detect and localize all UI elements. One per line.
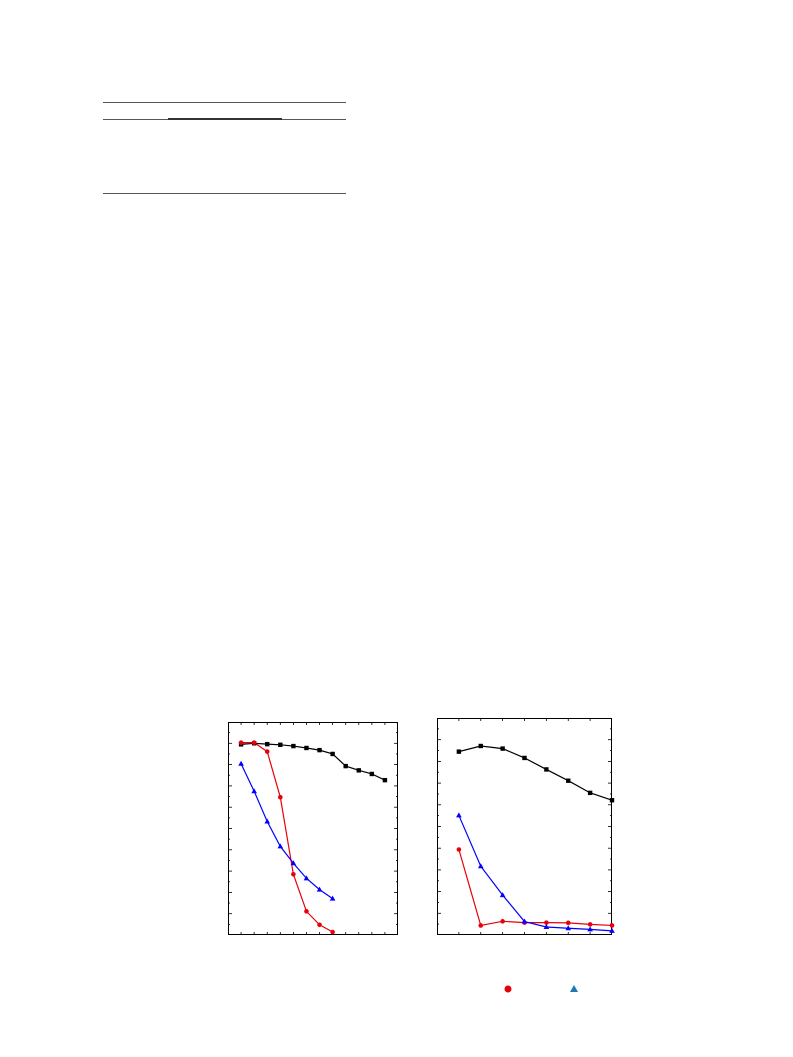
blue-triangle-point [290, 860, 297, 866]
red-circle-point [304, 909, 309, 914]
black-square-point [500, 746, 505, 751]
black-square-point [317, 747, 322, 753]
red-circle-point [456, 847, 462, 852]
right-chart [437, 718, 615, 935]
black-square-point [343, 763, 348, 769]
red-series-line [458, 849, 613, 927]
legend [504, 985, 578, 993]
blue-triangle-point [543, 923, 550, 929]
blue-triangle-point [477, 863, 484, 869]
red-circle-point [330, 929, 335, 935]
blue-triangle-point [238, 760, 244, 766]
right-chart-markers [456, 743, 615, 933]
black-square-point [369, 771, 375, 777]
blue-series-line [240, 763, 333, 900]
black-square-point [356, 768, 361, 773]
red-series-line [241, 742, 333, 933]
table-cmidrule [168, 118, 282, 120]
red-circle-point [264, 749, 270, 754]
right-chart-series [458, 745, 613, 932]
red-circle-point [587, 922, 593, 927]
left-chart-series [240, 742, 386, 933]
red-circle-point [317, 922, 322, 928]
black-square-point [291, 743, 296, 749]
blue-triangle-point [609, 927, 615, 933]
blue-triangle-point [316, 886, 323, 892]
black-square-point [566, 778, 571, 783]
black-square-point [265, 741, 270, 747]
black-square-point [382, 777, 388, 783]
blue-triangle-point [303, 875, 310, 881]
left-chart-ticks [228, 722, 398, 935]
blue-series-line [458, 815, 613, 932]
black-square-point [456, 749, 462, 754]
red-circle-point [478, 923, 484, 928]
red-circle-point [544, 920, 549, 925]
red-circle-point [500, 919, 505, 924]
blue-triangle-point [264, 818, 271, 824]
blue-triangle-point [521, 918, 528, 924]
black-square-point [522, 755, 527, 761]
blue-triangle-point [456, 812, 462, 818]
blue-triangle-point [277, 843, 284, 849]
red-circle-point [291, 871, 296, 877]
black-square-point [587, 790, 593, 796]
legend-blue-triangle-marker [570, 985, 578, 992]
black-square-point [609, 798, 615, 803]
black-series-line [458, 745, 613, 801]
legend-red-circle-marker [504, 985, 512, 993]
red-circle-point [609, 923, 615, 928]
black-square-point [330, 751, 335, 757]
black-square-point [478, 743, 483, 749]
red-circle-point [278, 794, 283, 800]
blue-triangle-point [565, 925, 572, 931]
left-chart [228, 722, 398, 935]
table-top-rule [103, 102, 346, 103]
blue-triangle-point [251, 788, 257, 794]
red-circle-point [238, 740, 244, 745]
red-circle-point [565, 920, 571, 926]
blue-triangle-point [587, 926, 593, 932]
black-square-point [544, 767, 549, 772]
left-chart-markers [238, 740, 388, 935]
black-square-point [304, 745, 309, 751]
blue-triangle-point [499, 892, 506, 898]
black-square-point [278, 742, 283, 747]
left-chart-frame [228, 722, 398, 935]
table-bottom-rule [103, 193, 346, 194]
blue-triangle-point [329, 895, 336, 901]
red-circle-point [251, 740, 257, 745]
